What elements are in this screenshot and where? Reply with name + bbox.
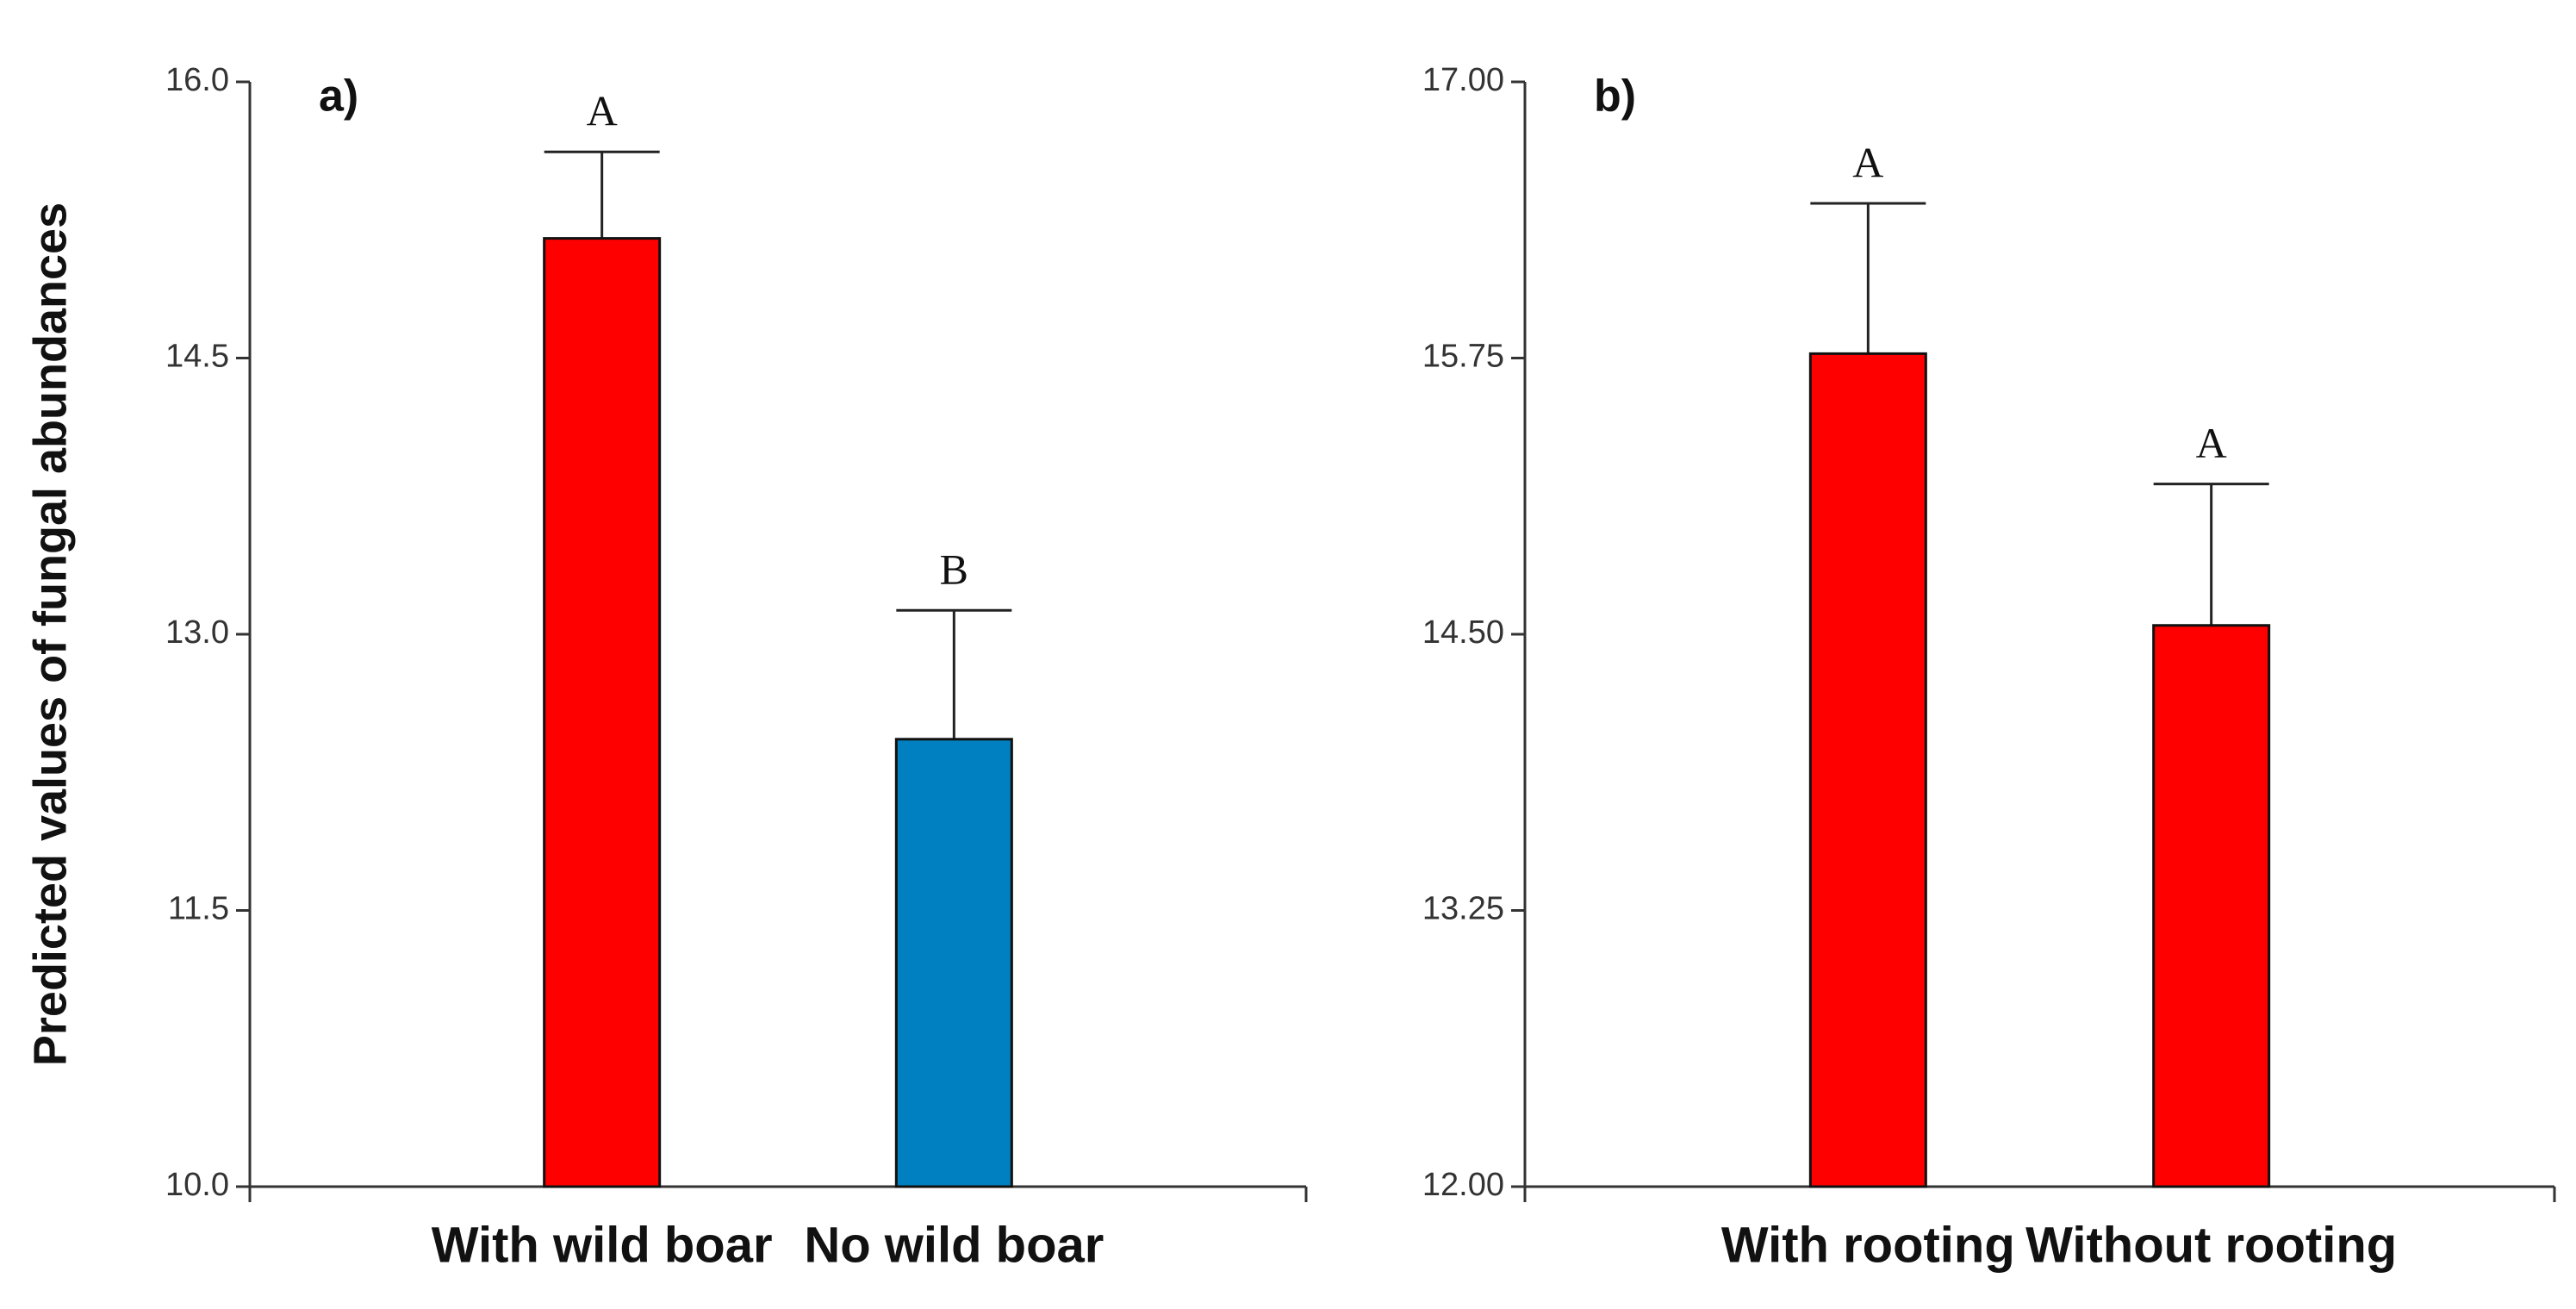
bar (894, 738, 1013, 1188)
bar (1808, 352, 1927, 1188)
y-tick-label: 13.0 (165, 614, 229, 651)
x-tick-label: No wild boar (804, 1217, 1104, 1273)
y-tick-label: 12.00 (1422, 1167, 1504, 1203)
significance-letter: B (940, 545, 968, 594)
y-tick-label: 16.0 (165, 62, 229, 98)
panel-label: b) (1594, 72, 1636, 122)
panel-label: a) (319, 72, 358, 122)
significance-letter: A (1852, 138, 1883, 186)
x-tick-label: Without rooting (2025, 1217, 2397, 1273)
y-axis-label: Predicted values of fungal abundances (24, 203, 76, 1066)
y-tick-label: 15.75 (1422, 339, 1504, 375)
bar (543, 237, 662, 1188)
x-tick-label: With wild boar (432, 1217, 773, 1273)
bar (2152, 624, 2271, 1188)
y-tick-label: 11.5 (168, 891, 229, 927)
y-tick-label: 14.50 (1422, 614, 1504, 651)
y-tick-label: 13.25 (1422, 891, 1504, 927)
y-tick-label: 14.5 (165, 339, 229, 375)
significance-letter: A (587, 87, 618, 135)
y-tick-label: 10.0 (165, 1167, 229, 1203)
significance-letter: A (2196, 419, 2227, 467)
y-tick-label: 17.00 (1422, 62, 1504, 98)
x-tick-label: With rooting (1721, 1217, 2015, 1273)
